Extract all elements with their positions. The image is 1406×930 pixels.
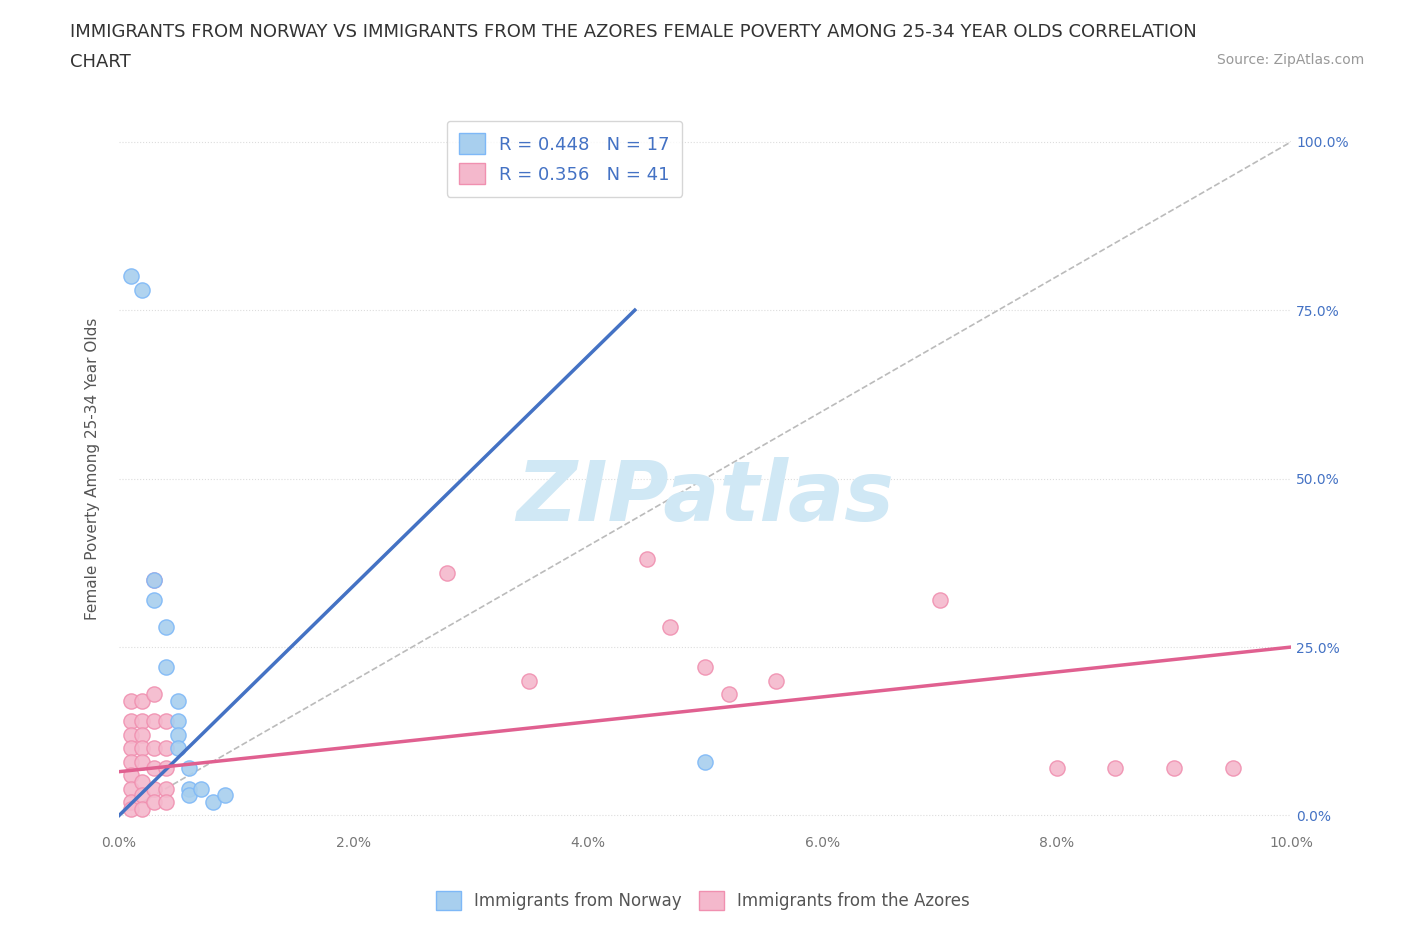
Point — [155, 713, 177, 728]
Point — [143, 572, 166, 587]
Point — [155, 619, 177, 634]
Point — [120, 754, 142, 769]
Point — [131, 754, 153, 769]
Text: ZIPatlas: ZIPatlas — [516, 457, 894, 538]
Point — [214, 788, 236, 803]
Point — [120, 781, 142, 796]
Point — [120, 767, 142, 782]
Point — [131, 740, 153, 755]
Point — [1222, 761, 1244, 776]
Point — [120, 740, 142, 755]
Point — [120, 802, 142, 817]
Point — [143, 592, 166, 607]
Point — [1104, 761, 1126, 776]
Point — [1046, 761, 1069, 776]
Point — [928, 592, 950, 607]
Point — [179, 761, 201, 776]
Point — [120, 794, 142, 809]
Point — [717, 686, 740, 701]
Point — [120, 727, 142, 742]
Point — [131, 283, 153, 298]
Point — [517, 673, 540, 688]
Point — [155, 794, 177, 809]
Point — [143, 761, 166, 776]
Point — [179, 781, 201, 796]
Point — [120, 713, 142, 728]
Y-axis label: Female Poverty Among 25-34 Year Olds: Female Poverty Among 25-34 Year Olds — [86, 317, 100, 619]
Point — [695, 754, 717, 769]
Point — [166, 740, 188, 755]
Point — [166, 713, 188, 728]
Point — [143, 686, 166, 701]
Point — [143, 781, 166, 796]
Point — [131, 788, 153, 803]
Point — [143, 713, 166, 728]
Point — [166, 727, 188, 742]
Point — [131, 802, 153, 817]
Text: CHART: CHART — [70, 53, 131, 71]
Point — [765, 673, 787, 688]
Point — [143, 794, 166, 809]
Point — [636, 552, 658, 567]
Point — [201, 794, 224, 809]
Text: Source: ZipAtlas.com: Source: ZipAtlas.com — [1216, 53, 1364, 67]
Legend: R = 0.448   N = 17, R = 0.356   N = 41: R = 0.448 N = 17, R = 0.356 N = 41 — [447, 121, 682, 196]
Point — [155, 761, 177, 776]
Point — [131, 775, 153, 790]
Point — [436, 565, 458, 580]
Point — [179, 788, 201, 803]
Point — [131, 713, 153, 728]
Point — [120, 269, 142, 284]
Point — [120, 694, 142, 709]
Point — [1163, 761, 1185, 776]
Legend: Immigrants from Norway, Immigrants from the Azores: Immigrants from Norway, Immigrants from … — [429, 884, 977, 917]
Point — [131, 727, 153, 742]
Point — [155, 781, 177, 796]
Point — [659, 619, 682, 634]
Point — [166, 694, 188, 709]
Point — [695, 659, 717, 674]
Point — [155, 659, 177, 674]
Point — [143, 572, 166, 587]
Text: IMMIGRANTS FROM NORWAY VS IMMIGRANTS FROM THE AZORES FEMALE POVERTY AMONG 25-34 : IMMIGRANTS FROM NORWAY VS IMMIGRANTS FRO… — [70, 23, 1197, 41]
Point — [131, 694, 153, 709]
Point — [155, 740, 177, 755]
Point — [190, 781, 212, 796]
Point — [143, 740, 166, 755]
